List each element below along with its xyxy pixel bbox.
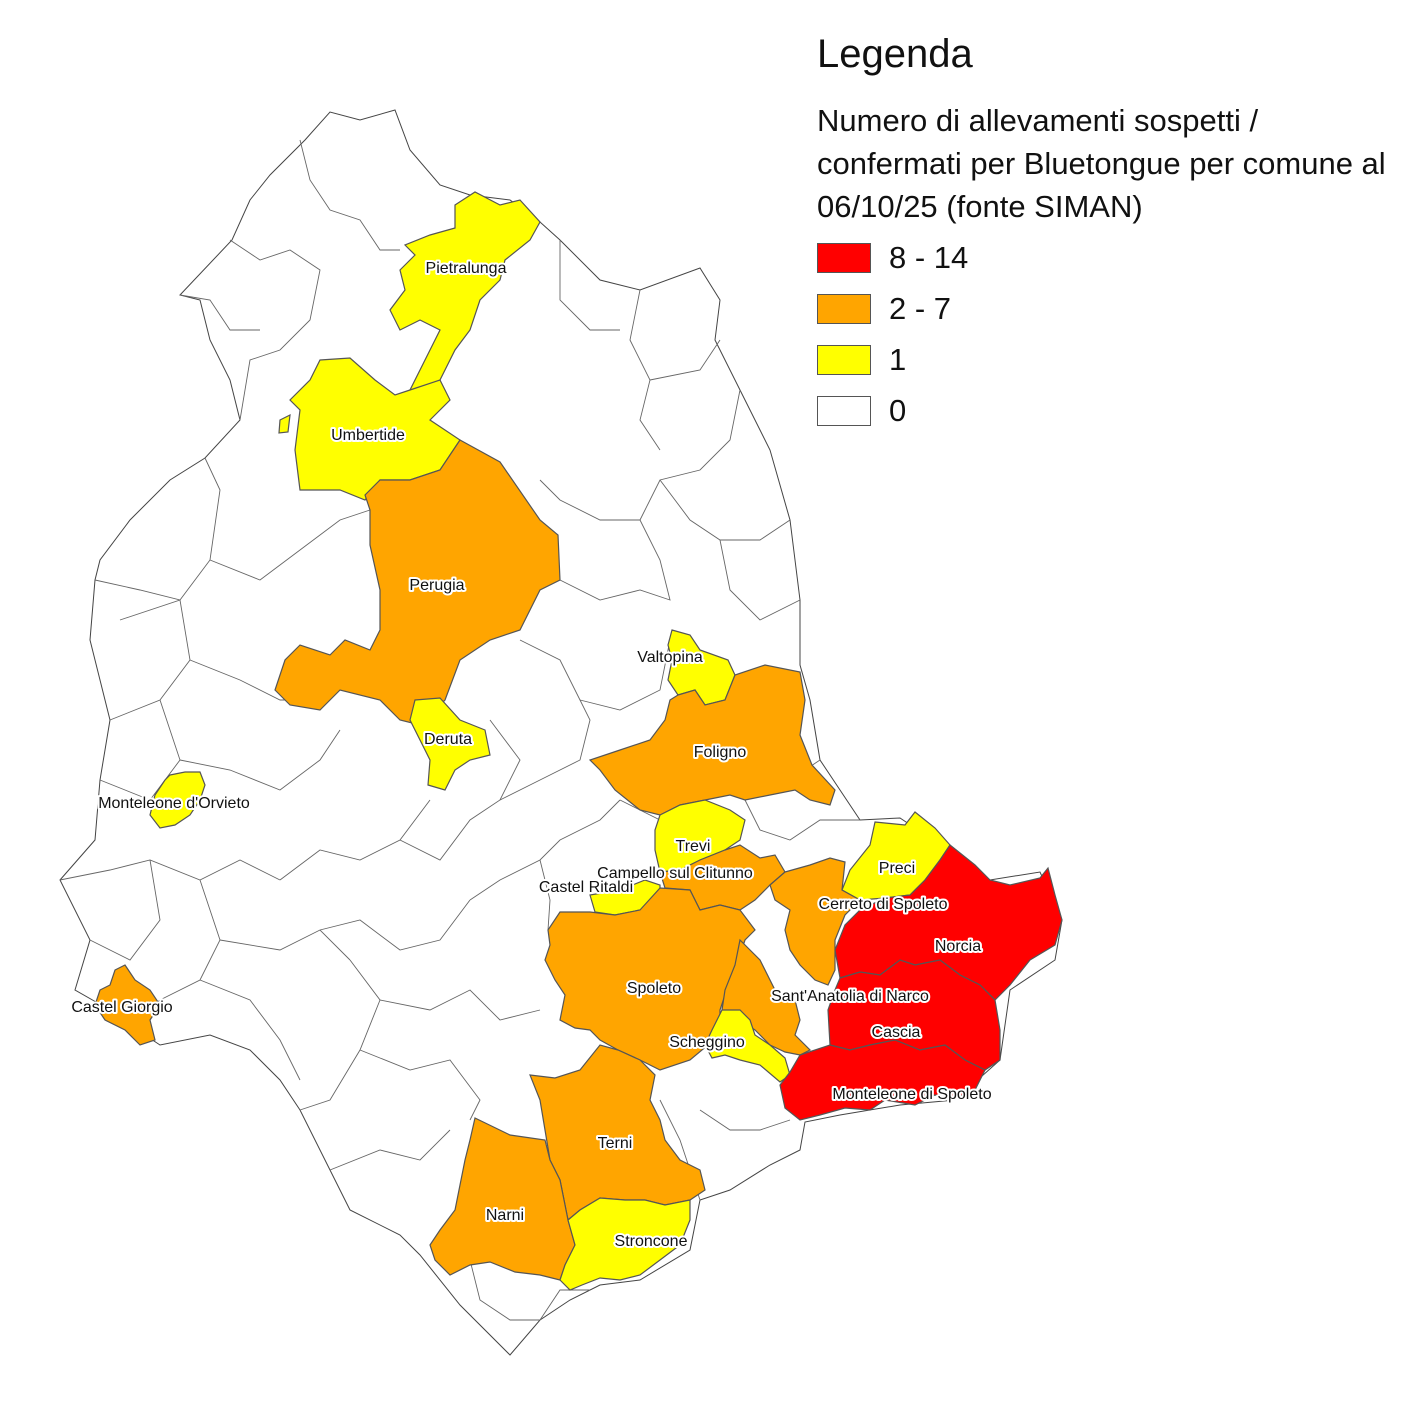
- legend-item-orange: 2 - 7: [817, 283, 1407, 334]
- legend-label-white: 0: [889, 392, 907, 428]
- legend-title: Legenda: [817, 32, 973, 76]
- legend-item-yellow: 1: [817, 334, 1407, 385]
- legend-label-orange: 2 - 7: [889, 290, 952, 326]
- comune-foligno: [588, 664, 836, 816]
- comune-scheggino: [704, 1009, 791, 1083]
- label-spoleto: Spoleto: [627, 980, 681, 997]
- comune-sant-anatolia: [721, 938, 812, 1056]
- label-monteleone-orvieto: Monteleone d'Orvieto: [98, 795, 250, 812]
- label-campello: Campello sul Clitunno: [597, 865, 753, 882]
- comune-perugia: [274, 439, 561, 726]
- legend-subtitle: Numero di allevamenti sospetti / conferm…: [817, 103, 1386, 224]
- legend-swatch-orange: [817, 293, 871, 324]
- comune-umbertide-exclave: [278, 413, 291, 434]
- label-scheggino: Scheggino: [669, 1034, 745, 1051]
- comune-monteleone-spoleto: [779, 1039, 986, 1121]
- legend-label-yellow: 1: [889, 341, 907, 377]
- label-terni: Terni: [598, 1135, 633, 1152]
- label-norcia: Norcia: [935, 938, 981, 955]
- label-cerreto: Cerreto di Spoleto: [819, 896, 948, 913]
- legend-item-white: 0: [817, 385, 1407, 436]
- legend: Legenda Numero di allevamenti sospetti /…: [817, 32, 1407, 436]
- label-stroncone: Stroncone: [615, 1233, 688, 1250]
- legend-swatch-red: [817, 242, 871, 273]
- label-pietralunga: Pietralunga: [426, 260, 507, 277]
- comune-stroncone: [559, 1197, 691, 1291]
- municipal-boundaries: [59, 139, 860, 1321]
- comune-cerreto: [769, 857, 861, 986]
- comuni-labels: Pietralunga Umbertide Perugia Valtopina …: [69, 258, 993, 1252]
- label-valtopina: Valtopina: [637, 649, 703, 666]
- label-monteleone-spoleto: Monteleone di Spoleto: [832, 1086, 991, 1103]
- label-castel-ritaldi: Castel Ritaldi: [539, 879, 633, 896]
- comune-narni: [429, 1117, 576, 1281]
- label-cascia: Cascia: [872, 1024, 921, 1041]
- comuni-layer: [94, 191, 1063, 1291]
- legend-item-red: 8 - 14: [817, 232, 1407, 283]
- comune-monteleone-orvieto: [149, 771, 206, 829]
- label-deruta: Deruta: [424, 731, 472, 748]
- comune-castel-giorgio: [94, 964, 161, 1046]
- legend-swatch-white: [817, 395, 871, 426]
- label-trevi: Trevi: [676, 838, 711, 855]
- label-castel-giorgio: Castel Giorgio: [71, 999, 172, 1016]
- label-umbertide: Umbertide: [331, 427, 405, 444]
- legend-swatch-yellow: [817, 344, 871, 375]
- label-foligno: Foligno: [694, 744, 747, 761]
- label-perugia: Perugia: [409, 577, 464, 594]
- label-narni: Narni: [486, 1207, 524, 1224]
- legend-label-red: 8 - 14: [889, 239, 969, 275]
- label-preci: Preci: [879, 860, 915, 877]
- comune-deruta: [409, 697, 491, 791]
- label-sant-anatolia: Sant'Anatolia di Narco: [771, 988, 929, 1005]
